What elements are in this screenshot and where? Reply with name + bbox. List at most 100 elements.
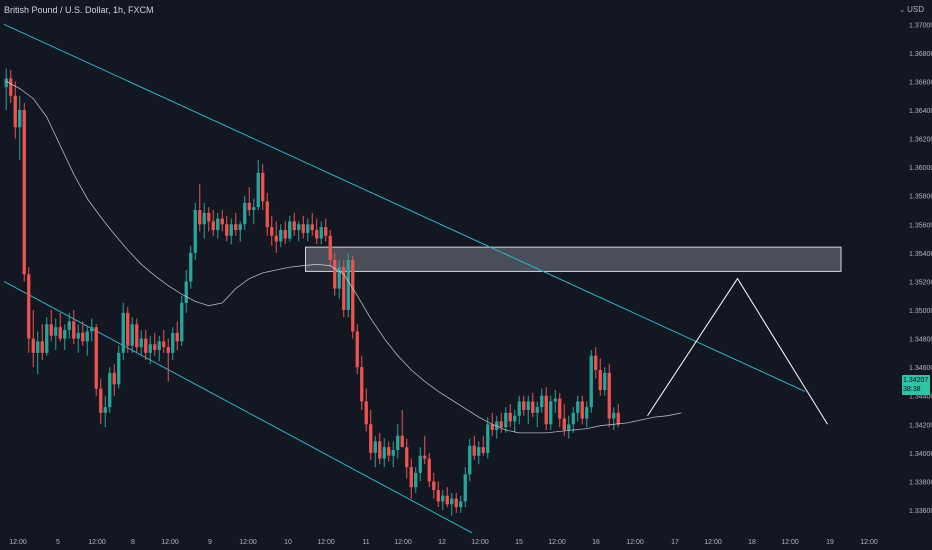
candle-body <box>67 321 71 330</box>
candle-body <box>499 421 503 428</box>
candle-body <box>477 447 481 456</box>
candle-body <box>400 435 404 448</box>
candle-body <box>513 415 517 422</box>
candle-body <box>238 224 242 230</box>
supply-zone <box>305 246 842 272</box>
candle-body <box>27 274 31 339</box>
candle-body <box>351 260 355 332</box>
price-axis[interactable]: 1.33600 1.33800 1.34000 1.34200 1.34400 1.346… <box>909 22 932 515</box>
candle-body <box>207 212 211 222</box>
candle-body <box>450 498 454 505</box>
candle-body <box>315 230 319 239</box>
y-tick-label: 1.35800 <box>909 194 932 201</box>
candle-body <box>189 252 193 282</box>
candle-body <box>234 224 238 230</box>
candle-body <box>90 327 94 332</box>
candle-body <box>436 490 440 502</box>
candle-body <box>346 260 350 310</box>
candle-body <box>333 260 337 289</box>
candle-body <box>432 481 436 490</box>
candle-body <box>481 447 485 453</box>
candle-body <box>517 401 521 416</box>
candle-body <box>337 267 341 289</box>
candle-body <box>180 302 184 342</box>
candle-body <box>486 424 490 453</box>
candle-body <box>423 455 427 459</box>
candle-body <box>616 412 620 425</box>
projection-line <box>647 277 828 425</box>
candle-body <box>63 330 67 339</box>
y-tick-label: 1.36800 <box>909 51 932 58</box>
candle-body <box>490 424 494 430</box>
candle-body <box>504 412 508 428</box>
candle-body <box>382 447 386 459</box>
candle-body <box>508 412 512 422</box>
candle-body <box>144 338 148 353</box>
candle-body <box>81 332 85 342</box>
candle-body <box>22 110 26 275</box>
candle-body <box>607 372 611 419</box>
candle-body <box>342 267 346 310</box>
channel-upper-line <box>3 23 806 392</box>
candle-body <box>202 212 206 225</box>
x-tick-label: 9 <box>208 539 212 546</box>
candle-body <box>216 218 220 230</box>
y-tick-label: 1.35600 <box>909 222 932 229</box>
x-tick-label: 10 <box>284 539 292 546</box>
candle-body <box>562 418 566 430</box>
candle-body <box>319 227 323 239</box>
candle-body <box>594 355 598 370</box>
candle-body <box>175 332 179 342</box>
candle-body <box>414 472 418 488</box>
y-tick-label: 1.34400 <box>909 394 932 401</box>
candle-body <box>157 341 161 350</box>
candle-body <box>211 221 215 230</box>
candle-body <box>40 341 44 353</box>
x-tick-label: 15 <box>515 539 523 546</box>
candle-body <box>193 210 197 253</box>
candle-body <box>85 331 89 342</box>
candle-body <box>153 344 157 350</box>
chevron-down-icon: ⌄ <box>899 6 906 14</box>
x-tick-label: 12:00 <box>394 539 412 546</box>
candle-body <box>535 407 539 413</box>
candle-body <box>310 224 314 230</box>
candle-body <box>225 224 229 236</box>
candle-body <box>589 355 593 408</box>
candle-body <box>45 324 49 353</box>
current-price-label: 1.34207 38:38 <box>902 375 930 395</box>
x-tick-label: 12:00 <box>161 539 179 546</box>
candle-body <box>220 218 224 225</box>
currency-selector[interactable]: ⌄ USD <box>899 5 924 14</box>
candle-body <box>522 401 526 410</box>
y-tick-label: 1.36000 <box>909 165 932 172</box>
candle-body <box>355 331 359 368</box>
candle-body <box>463 474 467 502</box>
candle-body <box>459 501 463 508</box>
candle-body <box>108 372 112 408</box>
y-tick-label: 1.34000 <box>909 451 932 458</box>
candle-body <box>612 412 616 419</box>
time-axis[interactable]: 12:00 5 12:00 8 12:00 9 12:00 10 12:00 11 12:00 12 1… <box>9 539 878 546</box>
candle-body <box>373 441 377 453</box>
x-tick-label: 8 <box>131 539 135 546</box>
candle-body <box>49 324 53 336</box>
candle-body <box>603 372 607 390</box>
y-tick-label: 1.36200 <box>909 137 932 144</box>
candle-body <box>301 224 305 233</box>
candle-body <box>571 412 575 425</box>
candle-body <box>103 407 107 413</box>
x-tick-label: 12:00 <box>9 539 27 546</box>
candle-body <box>378 441 382 459</box>
candle-body <box>148 344 152 353</box>
candle-body <box>328 235 332 260</box>
x-tick-label: 12:00 <box>781 539 799 546</box>
candle-body <box>274 235 278 242</box>
candle-body <box>243 202 247 225</box>
candle-body <box>31 338 35 353</box>
candle-body <box>549 401 553 425</box>
y-tick-label: 1.35000 <box>909 308 932 315</box>
candle-body <box>441 495 445 502</box>
